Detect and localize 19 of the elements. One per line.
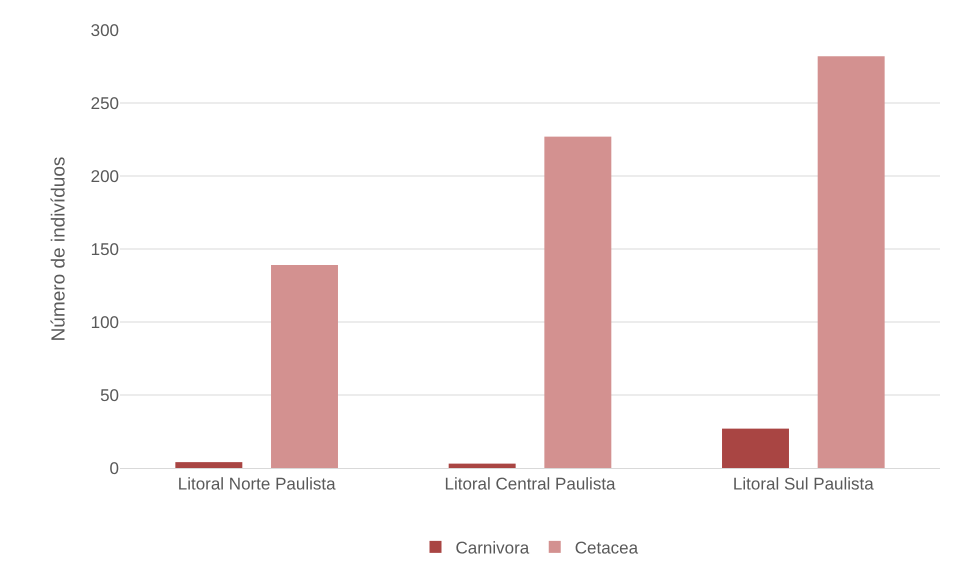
y-tick-label: 50 [100, 386, 119, 405]
bar [722, 428, 789, 468]
y-tick-label: 250 [90, 94, 119, 113]
y-tick-label: 300 [90, 20, 119, 40]
x-tick-label: Litoral Norte Paulista [178, 474, 336, 494]
x-tick-label: Litoral Central Paulista [444, 474, 616, 494]
y-tick-label: 100 [90, 312, 119, 332]
bar [818, 56, 885, 468]
y-axis-title: Número de indivíduos [48, 156, 70, 342]
y-tick-label: 0 [110, 458, 119, 478]
y-tick-label: 200 [90, 166, 119, 186]
y-tick-label: 150 [90, 240, 119, 259]
x-tick-label: Litoral Sul Paulista [732, 474, 874, 494]
legend-label: Cetacea [574, 538, 639, 558]
bar [271, 265, 338, 468]
bar [175, 462, 242, 468]
bar [448, 464, 516, 468]
bar [544, 136, 612, 468]
legend-label: Carnivora [456, 538, 530, 558]
